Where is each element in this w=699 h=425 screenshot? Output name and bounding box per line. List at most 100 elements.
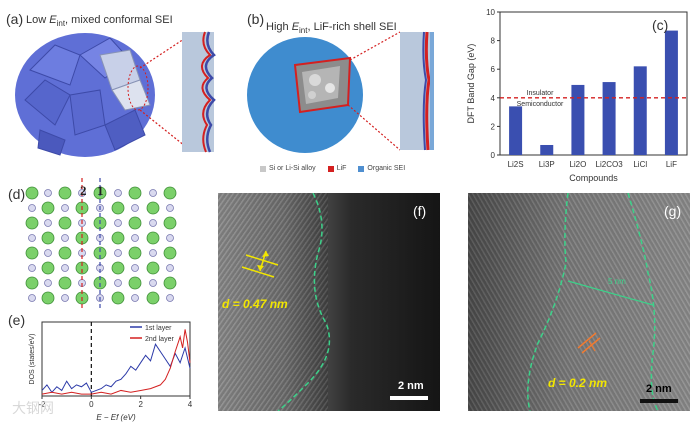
series-line-1 (41, 329, 191, 395)
atom-large (111, 291, 125, 305)
atom-large (58, 276, 72, 290)
y-tick-label-2: 4 (491, 94, 496, 103)
atom-large (111, 231, 125, 245)
panel-c-letter: (c) (652, 17, 669, 33)
y-tick-label-0: 0 (491, 151, 496, 160)
atom-small (44, 219, 52, 227)
legend-label-0: 1st layer (145, 325, 172, 332)
scale-text-g: 2 nm (646, 383, 672, 395)
legend-item-organic: Organic SEI (358, 165, 405, 172)
atom-small (44, 189, 52, 197)
x-tick-label-2: 2 (138, 400, 143, 409)
legend-swatch-organic (358, 165, 365, 172)
atom-small (131, 204, 139, 212)
panel-f-letter: (f) (413, 203, 427, 219)
atom-large (111, 261, 125, 275)
atom-small (44, 279, 52, 287)
x-tick-label-3: 4 (188, 400, 193, 409)
mixed-sei-particle (15, 33, 155, 157)
atom-large (146, 291, 160, 305)
atom-large (111, 201, 125, 215)
panel-a-caption-post: , mixed conformal SEI (65, 14, 173, 26)
atom-small (149, 249, 157, 257)
x-tick-label-4: LiCl (633, 160, 647, 169)
atom-large (58, 246, 72, 260)
panel-g-letter: (g) (664, 203, 682, 219)
panel-a-caption: Low Eint, mixed conformal SEI (26, 14, 173, 28)
x-tick-label-0: Li2S (508, 160, 524, 169)
panel-a-caption-sub: int (56, 19, 66, 29)
x-tick-label-2: Li2O (569, 160, 586, 169)
lattice-fringes-g (468, 193, 690, 411)
x-tick-label-0: -2 (38, 400, 46, 409)
y-tick-label-5: 10 (486, 8, 495, 17)
legend-label-lif: LiF (336, 165, 347, 172)
atom-small (114, 279, 122, 287)
layer-label-2: 2 (80, 183, 87, 198)
atom-small (131, 234, 139, 242)
panel-b-caption-sub: int (299, 26, 308, 36)
atom-small (149, 189, 157, 197)
y-tick-label-3: 6 (491, 65, 496, 74)
bar-1 (540, 144, 554, 155)
boundary-overlay-g (527, 193, 659, 411)
atom-small (166, 234, 174, 242)
atom-large (163, 276, 177, 290)
scale-bar-g (640, 399, 678, 403)
panel-d-letter: (d) (8, 186, 26, 202)
panel-b-caption-e: E (291, 21, 300, 33)
atom-small (149, 279, 157, 287)
layer-label-1: 1 (97, 183, 104, 198)
watermark-text: 大钢网 (12, 400, 54, 416)
panel-e-letter: (e) (8, 312, 26, 328)
panel-b-caption-pre: High (266, 21, 292, 33)
band-gap-bar-chart: 0 2 4 6 8 10 Li2S Li3P Li2O Li2CO3 LiCl LiF Insulato… (466, 8, 688, 183)
atom-large (163, 246, 177, 260)
atom-small (28, 204, 36, 212)
atom-large (128, 216, 142, 230)
atom-small (44, 249, 52, 257)
panel-b-caption-post: , LiF-rich shell SEI (307, 21, 397, 33)
tem-image-f: d = 0.47 nm (f) 2 nm (218, 193, 440, 411)
atom-small (28, 264, 36, 272)
boundary-overlay-f (241, 193, 331, 411)
legend-swatch-si (260, 165, 266, 172)
atom-large (58, 186, 72, 200)
atom-large (25, 216, 39, 230)
width-annotation-g: 5 nm (608, 277, 626, 286)
series-line-0 (41, 343, 191, 394)
x-tick-label-5: LiF (666, 160, 677, 169)
d-spacing-annotation-g: d = 0.2 nm (548, 376, 608, 390)
chart-c-frame (499, 11, 688, 156)
atom-large (128, 246, 142, 260)
lif-shell-particle (247, 37, 363, 153)
x-axis-label: E − Ef (eV) (96, 413, 136, 422)
atom-small (114, 249, 122, 257)
atom-large (25, 246, 39, 260)
atom-small (61, 204, 69, 212)
panel-a-caption-pre: Low (26, 14, 50, 26)
x-tick-label-3: Li2CO3 (596, 160, 624, 169)
crystal-lattice-diagram (25, 178, 177, 308)
lattice-fringes-f (218, 193, 328, 411)
panel-a-caption-e: E (49, 14, 57, 26)
atom-small (114, 189, 122, 197)
x-axis-label: Compounds (569, 173, 618, 183)
atom-large (41, 291, 55, 305)
x-tick-label-1: Li3P (539, 160, 555, 169)
legend-label-si: Si or Li-Si alloy (269, 165, 316, 172)
atom-small (61, 264, 69, 272)
atom-large (163, 186, 177, 200)
y-tick-label-4: 8 (491, 37, 496, 46)
legend-item-lif: LiF (327, 165, 347, 172)
atom-large (41, 261, 55, 275)
panel-a-illustration (15, 31, 216, 157)
atom-large (146, 201, 160, 215)
atom-small (166, 294, 174, 302)
atom-small (114, 219, 122, 227)
d-spacing-annotation-f: d = 0.47 nm (222, 297, 288, 311)
atom-small (28, 234, 36, 242)
threshold-label-insulator: Insulator (527, 90, 555, 97)
atom-small (28, 294, 36, 302)
y-axis-label: DFT Band Gap (eV) (466, 44, 476, 124)
